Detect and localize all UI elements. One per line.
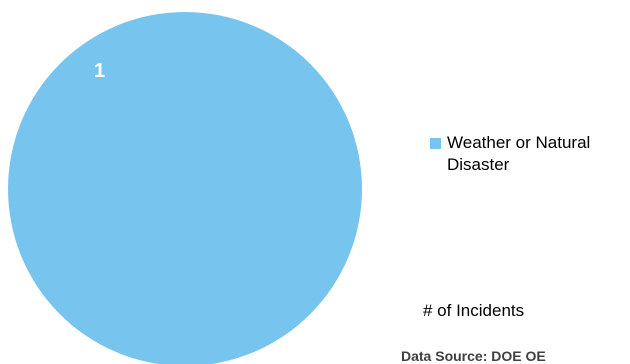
slice-data-label-0: 1 — [94, 60, 105, 82]
legend-swatch-weather — [430, 138, 441, 149]
data-source-note: Data Source: DOE OE — [401, 348, 546, 364]
chart-legend: Weather or Natural Disaster — [430, 132, 630, 176]
legend-label-weather: Weather or Natural Disaster — [447, 133, 591, 174]
pie-slice-0 — [8, 12, 362, 364]
metric-label: # of Incidents — [423, 301, 525, 320]
